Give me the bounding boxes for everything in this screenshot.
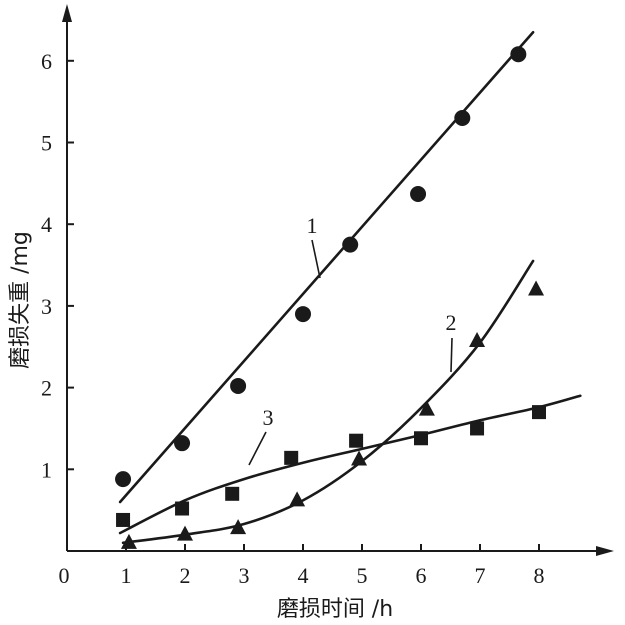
x-tick-label: 3 — [239, 563, 250, 588]
data-point-circle — [174, 435, 191, 452]
fit-lines — [118, 30, 582, 545]
data-point-square — [175, 501, 190, 516]
curve-labels: 1 2 3 — [263, 213, 457, 430]
origin-label: 0 — [59, 563, 70, 588]
data-point-circle — [410, 185, 427, 202]
data-point-triangle — [230, 519, 247, 535]
x-axis-arrow-icon — [596, 546, 614, 556]
data-point-circle — [510, 46, 527, 63]
curve-label-leader — [248, 431, 267, 466]
y-tick-label: 6 — [41, 49, 52, 74]
x-axis-title: 磨损时间 /h — [277, 597, 393, 622]
data-point-square — [470, 421, 485, 436]
data-point-circle — [115, 471, 132, 488]
data-point-triangle — [469, 332, 486, 348]
data-point-triangle — [120, 533, 137, 549]
data-point-square — [116, 512, 131, 527]
data-point-triangle — [528, 280, 545, 296]
x-tick-label: 6 — [416, 563, 427, 588]
data-point-triangle — [177, 525, 193, 541]
y-tick-label: 1 — [41, 457, 52, 482]
x-tick-label: 5 — [357, 563, 368, 588]
x-tick-label: 8 — [534, 563, 545, 588]
data-point-circle — [295, 306, 311, 323]
x-tick-label: 4 — [298, 563, 309, 588]
data-point-square — [225, 486, 240, 501]
y-tick-label: 4 — [41, 212, 52, 237]
data-point-square — [349, 433, 364, 448]
data-point-circle — [454, 109, 471, 126]
data-point-circle — [342, 236, 359, 253]
x-tick-label: 7 — [475, 563, 486, 588]
x-tick-label: 2 — [180, 563, 191, 588]
curve-label: 3 — [263, 405, 274, 430]
data-point-triangle — [418, 400, 435, 416]
curve-label-leader — [311, 239, 321, 279]
y-tick-label: 2 — [41, 376, 52, 401]
curve-label: 2 — [446, 310, 457, 335]
axes — [62, 4, 614, 556]
curve-label-leader — [450, 337, 453, 373]
y-axis-title: 磨损失重 /mg — [8, 231, 33, 369]
fit-line-series-3 — [118, 394, 582, 535]
data-point-circle — [230, 377, 247, 394]
data-point-square — [532, 405, 546, 420]
curve-label-leaders — [248, 239, 453, 466]
tick-labels: 1 2 3 4 5 6 7 8 1 2 3 4 5 6 — [41, 49, 545, 588]
data-point-square — [284, 450, 299, 465]
data-point-triangle — [351, 450, 368, 466]
y-axis-arrow-icon — [62, 4, 72, 22]
y-tick-label: 3 — [41, 294, 52, 319]
tick-marks — [67, 59, 540, 551]
y-tick-label: 5 — [41, 131, 52, 156]
data-point-square — [414, 431, 428, 446]
data-markers — [115, 46, 546, 549]
x-tick-label: 1 — [121, 563, 132, 588]
curve-label: 1 — [307, 213, 318, 238]
data-point-triangle — [289, 491, 306, 507]
